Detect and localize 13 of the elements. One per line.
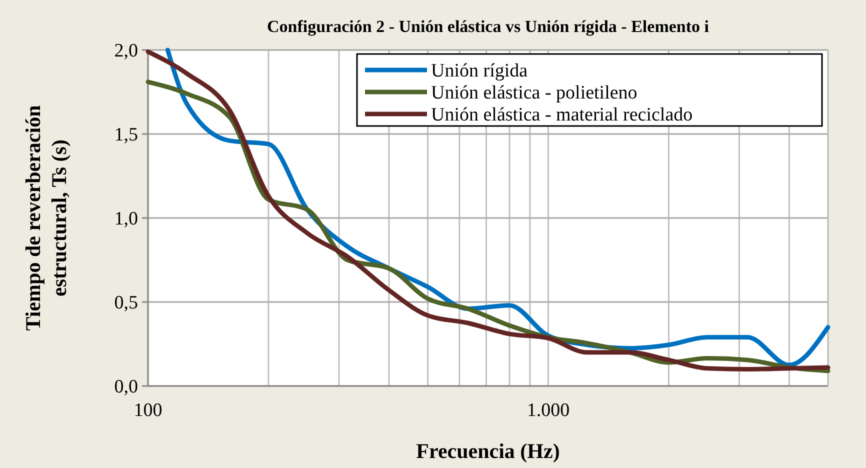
y-tick-label: 1,0 <box>114 208 138 230</box>
x-tick-label: 1.000 <box>526 400 570 421</box>
legend-label: Unión rígida <box>431 60 528 82</box>
legend-label: Unión elástica - polietileno <box>431 82 638 104</box>
legend-label: Unión elástica - material reciclado <box>431 104 693 126</box>
x-tick-label: 100 <box>134 400 162 421</box>
y-axis-title: Tiempo de reverberación estructural, Ts (s) <box>21 104 71 331</box>
y-tick-label: 2,0 <box>114 40 138 62</box>
y-tick-label: 0,5 <box>114 292 138 314</box>
x-axis-title: Frecuencia (Hz) <box>416 439 560 463</box>
y-tick-label: 0,0 <box>114 376 138 398</box>
chart-title: Configuración 2 - Unión elástica vs Unión rígida - Elemento i <box>266 17 710 36</box>
y-tick-label: 1,5 <box>114 124 138 146</box>
